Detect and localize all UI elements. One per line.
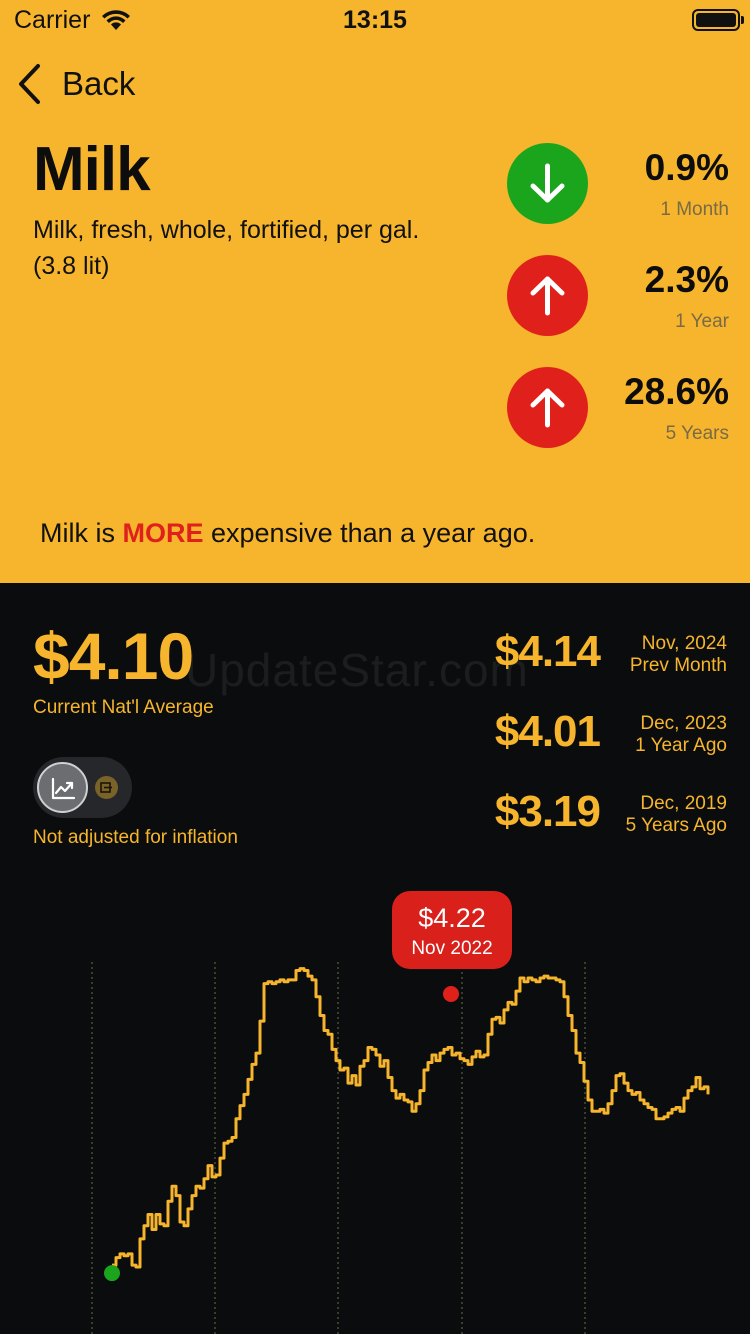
- history-date-label: Dec, 2023: [640, 713, 727, 734]
- history-date: Dec, 2023 1 Year Ago: [635, 713, 727, 757]
- item-description: Milk, fresh, whole, fortified, per gal. …: [33, 216, 420, 280]
- chart-series: [112, 967, 710, 1269]
- history-ago-label: 1 Year Ago: [635, 735, 727, 756]
- history-date-label: Dec, 2019: [640, 793, 727, 814]
- change-percent: 0.9%: [644, 147, 729, 188]
- back-label: Back: [62, 65, 136, 102]
- watermark: UpdateStar.com: [185, 644, 529, 696]
- start-point-marker: [104, 1265, 120, 1282]
- change-percent: 28.6%: [624, 371, 729, 412]
- chart-gridlines: [91, 962, 586, 1334]
- price-down-indicator: [507, 143, 588, 224]
- history-ago-label: 5 Years Ago: [625, 815, 727, 836]
- trend-chart-icon: [51, 777, 76, 800]
- price-history-chart[interactable]: [0, 880, 750, 1334]
- wifi-icon: [102, 10, 130, 30]
- carrier-label: Carrier: [14, 6, 91, 34]
- arrow-up-icon: [530, 388, 565, 428]
- arrow-up-icon: [530, 276, 565, 316]
- history-ago-label: Prev Month: [629, 655, 727, 676]
- price-detail-panel: [0, 583, 750, 1334]
- verdict-emphasis: MORE: [122, 518, 204, 548]
- history-date: Dec, 2019 5 Years Ago: [626, 793, 727, 837]
- change-period: 1 Month: [660, 199, 729, 220]
- chart-markers: [104, 986, 459, 1282]
- status-bar: Carrier 13:15: [0, 0, 750, 44]
- tooltip-date: Nov 2022: [411, 938, 493, 959]
- arrow-down-icon: [530, 163, 565, 203]
- price-verdict: Milk is MORE expensive than a year ago.: [40, 518, 535, 549]
- currency-arrow-icon: [100, 782, 112, 793]
- chart-tooltip: $4.22 Nov 2022: [392, 891, 512, 969]
- tooltip-price: $4.22: [418, 903, 486, 933]
- chevron-left-icon: [19, 64, 40, 104]
- history-prev-month: $4.14 Nov, 2024 Prev Month: [440, 627, 730, 687]
- inflation-toggle[interactable]: [33, 757, 132, 818]
- history-price: $4.14: [494, 627, 601, 676]
- current-price-label: Current Nat'l Average: [33, 697, 214, 718]
- toggle-knob: [37, 762, 88, 813]
- change-percent: 2.3%: [644, 259, 729, 300]
- current-price: $4.10: [33, 619, 194, 693]
- highlight-point-marker: [443, 986, 459, 1002]
- price-line: [112, 967, 710, 1269]
- verdict-suffix: expensive than a year ago.: [203, 518, 536, 548]
- history-price: $4.01: [494, 707, 601, 756]
- change-period: 1 Year: [675, 311, 729, 332]
- inflation-adjusted-icon: [95, 776, 118, 799]
- verdict-prefix: Milk is: [40, 518, 123, 548]
- item-header-panel: [0, 0, 750, 583]
- history-5-years: $3.19 Dec, 2019 5 Years Ago: [440, 787, 730, 847]
- change-period: 5 Years: [665, 423, 729, 444]
- history-price: $3.19: [494, 787, 601, 836]
- price-up-indicator: [507, 367, 588, 448]
- history-1-year: $4.01 Dec, 2023 1 Year Ago: [440, 707, 730, 767]
- back-button[interactable]: Back: [16, 62, 135, 106]
- change-1-month: 0.9% 1 Month: [507, 143, 729, 225]
- change-1-year: 2.3% 1 Year: [507, 255, 729, 337]
- change-5-years: 28.6% 5 Years: [507, 367, 729, 449]
- history-date-label: Nov, 2024: [641, 633, 727, 654]
- inflation-note: Not adjusted for inflation: [33, 827, 238, 848]
- battery-icon: [692, 9, 744, 31]
- history-date: Nov, 2024 Prev Month: [630, 633, 727, 677]
- clock: 13:15: [343, 6, 407, 34]
- page-title: Milk: [33, 135, 151, 204]
- price-up-indicator: [507, 255, 588, 336]
